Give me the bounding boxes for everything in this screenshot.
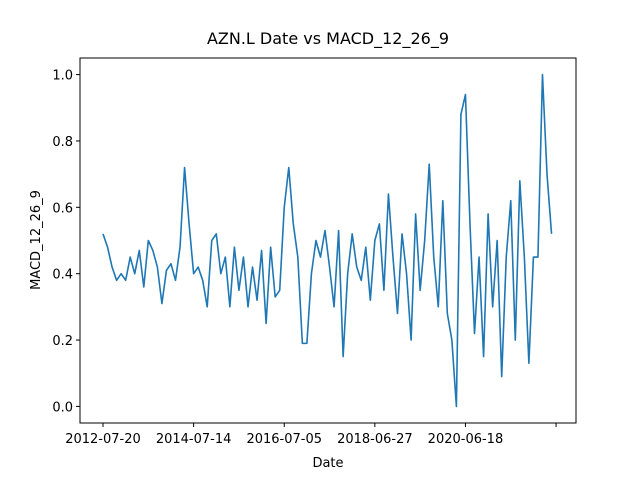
x-tick-label: 2014-07-14 <box>156 432 232 447</box>
x-axis-label: Date <box>312 456 343 471</box>
x-tick-label: 2018-06-27 <box>337 432 413 447</box>
y-tick-label: 0.4 <box>52 268 73 283</box>
y-tick-label: 0.8 <box>52 135 73 150</box>
y-tick-label: 0.0 <box>52 400 73 415</box>
x-tick-label: 2020-06-18 <box>428 432 504 447</box>
line-series <box>102 73 553 408</box>
chart-title: AZN.L Date vs MACD_12_26_9 <box>207 29 449 49</box>
y-tick-label: 1.0 <box>52 69 73 84</box>
y-tick-label: 0.6 <box>52 201 73 216</box>
plot-frame <box>79 57 577 424</box>
x-tick-label: 2012-07-20 <box>65 432 141 447</box>
x-tick-label: 2016-07-05 <box>246 432 322 447</box>
y-tick-label: 0.2 <box>52 334 73 349</box>
y-axis-label: MACD_12_26_9 <box>29 190 44 290</box>
